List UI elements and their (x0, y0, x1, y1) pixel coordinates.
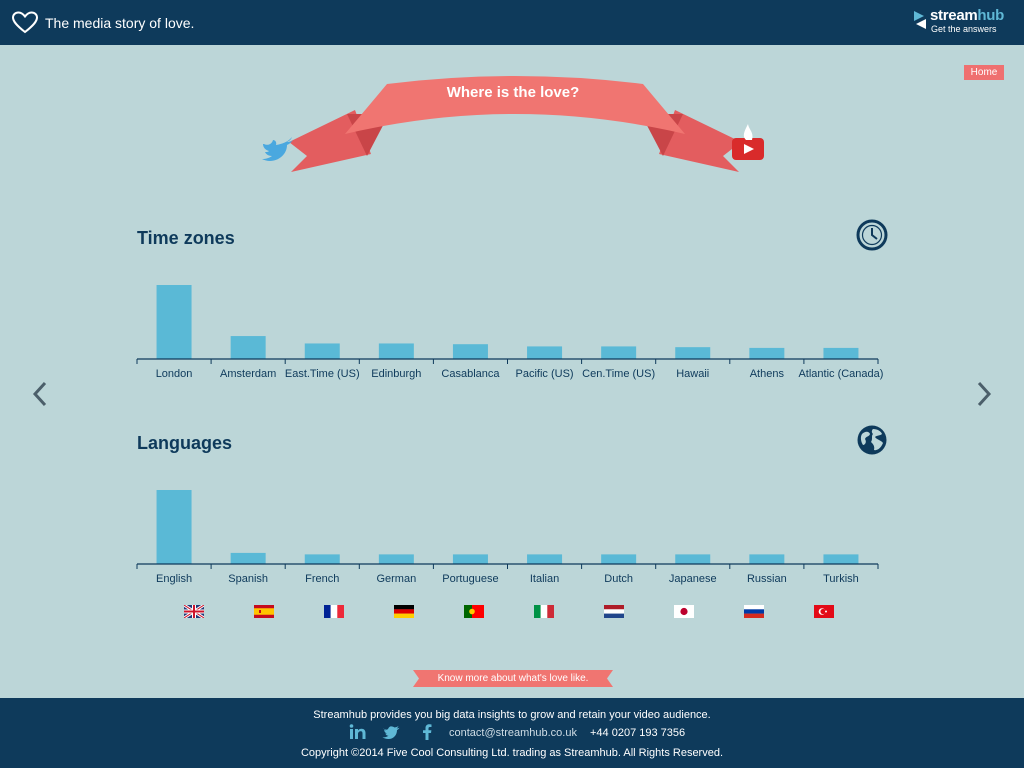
site-tagline: The media story of love. (45, 15, 195, 31)
time-zone-bar (823, 347, 859, 359)
time-zone-axis-label: Cen.Time (US) (582, 368, 656, 380)
brand-subtitle: Get the answers (931, 24, 997, 34)
language-axis-label: German (376, 573, 417, 585)
time-zone-bar (378, 343, 414, 359)
twitter-icon[interactable] (382, 724, 402, 740)
time-zone-axis-label: East.Time (US) (284, 368, 360, 380)
twitter-bird-icon (262, 137, 293, 161)
germany-flag-icon (394, 605, 414, 618)
languages-chart (136, 487, 879, 569)
time-zone-axis-label: Hawaii (676, 368, 710, 380)
language-axis-label: English (156, 573, 193, 585)
language-axis-label: Turkish (823, 573, 859, 585)
language-axis-label: Portuguese (442, 573, 499, 585)
language-axis-label: Dutch (604, 573, 634, 585)
language-axis-label: French (305, 573, 340, 585)
france-flag-icon (324, 605, 344, 618)
time-zones-chart (136, 282, 879, 364)
languages-title: Languages (137, 433, 233, 453)
know-more-label: Know more about what's love like. (437, 673, 589, 684)
time-zone-bar (452, 344, 488, 359)
globe-icon (857, 425, 887, 455)
streamhub-logo[interactable]: streamhub Get the answers (912, 7, 1012, 37)
language-bar (452, 554, 488, 564)
language-bar (527, 554, 563, 564)
next-arrow-icon[interactable] (975, 380, 993, 408)
time-zone-bar (601, 346, 637, 359)
heart-icon[interactable] (12, 11, 38, 35)
language-axis-label: Italian (529, 573, 560, 585)
facebook-icon[interactable] (422, 724, 432, 740)
language-bar (823, 554, 859, 564)
brand-name: streamhub (930, 7, 1004, 24)
time-zones-title: Time zones (137, 228, 235, 248)
russia-flag-icon (744, 605, 764, 618)
time-zone-axis-label: Athens (749, 368, 784, 380)
time-zone-bar (675, 347, 711, 359)
top-bar: The media story of love. streamhub Get t… (0, 0, 1024, 45)
youtube-icon (732, 124, 764, 160)
turkey-flag-icon (814, 605, 834, 618)
language-axis-label: Japanese (668, 573, 717, 585)
language-axis-label: Spanish (228, 573, 269, 585)
time-zone-axis-label: Amsterdam (220, 368, 277, 380)
spain-flag-icon (254, 605, 274, 618)
uk-flag-icon (184, 605, 204, 618)
time-zone-axis-label: Atlantic (Canada) (798, 368, 884, 380)
time-zone-bar (304, 343, 340, 359)
footer-tagline: Streamhub provides you big data insights… (313, 709, 711, 721)
linkedin-icon[interactable] (349, 724, 367, 740)
page-title: Where is the love? (446, 84, 580, 101)
language-bar (304, 554, 340, 564)
language-axis-label: Russian (746, 573, 787, 585)
italy-flag-icon (534, 605, 554, 618)
previous-arrow-icon[interactable] (31, 380, 49, 408)
clock-icon (856, 219, 888, 251)
title-ribbon (262, 76, 764, 172)
language-flags (137, 605, 878, 619)
netherlands-flag-icon (604, 605, 624, 618)
home-button[interactable]: Home (964, 65, 1004, 80)
cta-ribbon-shape (413, 670, 613, 687)
contact-email-link[interactable]: contact@streamhub.co.uk (449, 727, 577, 739)
know-more-button[interactable]: Know more about what's love like. (413, 670, 613, 687)
time-zone-axis-label: Edinburgh (371, 368, 422, 380)
time-zones-axis-labels: London Amsterdam East.Time (US) Edinburgh Ca… (137, 368, 884, 384)
language-bar (230, 552, 266, 564)
language-bar (749, 554, 785, 564)
time-zone-bar (527, 346, 563, 359)
language-bar (156, 490, 192, 564)
time-zone-axis-label: London (155, 368, 193, 380)
languages-axis-labels: English Spanish French German Portuguese Ital… (137, 573, 878, 589)
portugal-flag-icon (464, 605, 484, 618)
language-bar (675, 554, 711, 564)
language-bar (378, 554, 414, 564)
language-bar (601, 554, 637, 564)
copyright-text: Copyright ©2014 Five Cool Consulting Ltd… (300, 747, 724, 759)
time-zone-axis-label: Casablanca (441, 368, 500, 380)
japan-flag-icon (674, 605, 694, 618)
time-zone-axis-label: Pacific (US) (515, 368, 574, 380)
time-zone-bar (230, 336, 266, 359)
streamhub-logo-icon (914, 11, 926, 29)
footer: Streamhub provides you big data insights… (0, 698, 1024, 768)
time-zone-bar (156, 285, 192, 359)
contact-phone: +44 0207 193 7356 (590, 727, 686, 739)
time-zone-bar (749, 347, 785, 359)
